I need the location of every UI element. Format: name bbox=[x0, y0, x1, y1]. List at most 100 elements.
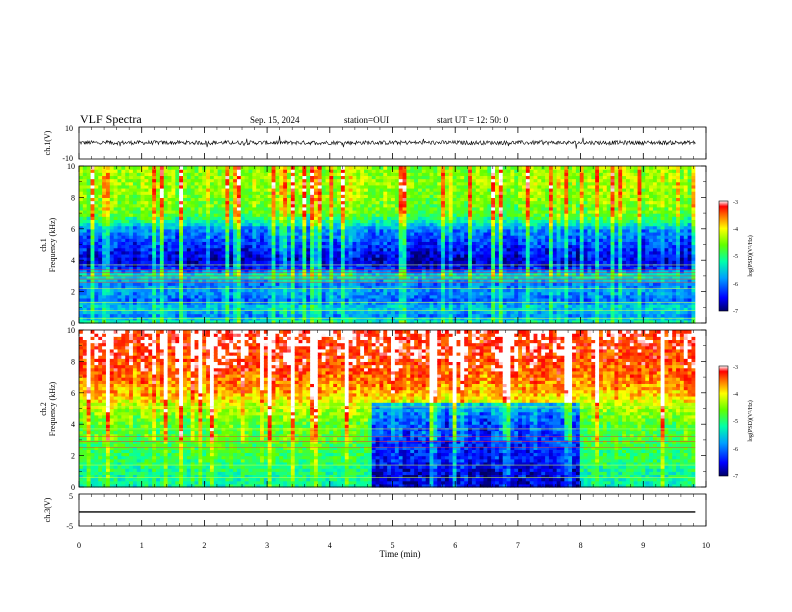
spectrogram-cell bbox=[167, 178, 173, 183]
spectrogram-cell bbox=[221, 294, 226, 299]
spectrogram-cell bbox=[202, 260, 207, 264]
spectrogram-cell bbox=[236, 209, 242, 214]
spectrogram-cell bbox=[163, 294, 169, 299]
spectrogram-cell bbox=[156, 231, 161, 236]
spectrogram-cell bbox=[171, 310, 176, 315]
spectrogram-cell bbox=[148, 187, 153, 192]
spectrogram-cell bbox=[148, 297, 153, 302]
spectrogram-cell bbox=[82, 175, 88, 180]
spectrogram-cell bbox=[217, 319, 223, 324]
spectrogram-cell bbox=[125, 294, 130, 299]
spectrogram-cell bbox=[217, 228, 223, 233]
spectrogram-cell bbox=[98, 175, 103, 180]
spectrogram-cell bbox=[132, 241, 138, 246]
spectrogram-cell bbox=[229, 285, 234, 290]
spectrogram-cell bbox=[82, 266, 88, 271]
spectrogram-cell bbox=[163, 219, 169, 224]
spectrogram-cell bbox=[398, 166, 404, 170]
spectrogram-cell bbox=[217, 279, 223, 283]
spectrogram-cell bbox=[94, 304, 99, 308]
spectrogram-cell bbox=[263, 187, 269, 192]
spectrogram-cell bbox=[163, 175, 169, 180]
spectrogram-cell bbox=[256, 169, 261, 173]
spectrogram-cell bbox=[129, 250, 134, 255]
spectrogram-cell bbox=[140, 304, 146, 308]
spectrogram-cell bbox=[183, 228, 188, 233]
spectrogram-cell bbox=[132, 235, 138, 239]
spectrogram-cell bbox=[82, 184, 88, 189]
spectrogram-cell bbox=[244, 238, 250, 242]
spectrogram-cell bbox=[121, 285, 126, 290]
spectrogram-cell bbox=[102, 178, 107, 183]
spectrogram-cell bbox=[171, 175, 176, 180]
spectrogram-cell bbox=[109, 310, 115, 315]
spectrogram-cell bbox=[233, 253, 238, 258]
spectrogram-cell bbox=[148, 175, 153, 180]
spectrogram-cell bbox=[163, 253, 169, 258]
spectrogram-cell bbox=[140, 181, 146, 186]
spectrogram-cell bbox=[217, 213, 223, 217]
spectrogram-cell bbox=[225, 275, 230, 280]
spectrogram-cell bbox=[244, 213, 250, 217]
spectrogram-cell bbox=[102, 181, 107, 186]
spectrogram-cell bbox=[140, 241, 146, 246]
spectrogram-cell bbox=[179, 279, 184, 283]
spectrogram-cell bbox=[109, 200, 115, 205]
spectrogram-cell bbox=[105, 272, 111, 277]
spectrogram-cell bbox=[221, 247, 226, 252]
spectrogram-cell bbox=[271, 231, 277, 236]
spectrogram-cell bbox=[225, 247, 230, 252]
spectrogram-cell bbox=[213, 178, 219, 183]
spectrogram-cell bbox=[121, 228, 126, 233]
spectrogram-cell bbox=[206, 219, 211, 224]
spectrogram-cell bbox=[260, 250, 265, 255]
spectrogram-cell bbox=[175, 313, 180, 318]
spectrogram-cell bbox=[217, 187, 223, 192]
spectrogram-cell bbox=[136, 288, 142, 293]
spectrogram-cell bbox=[90, 169, 96, 173]
spectrogram-cell bbox=[213, 222, 219, 227]
spectrogram-cell bbox=[221, 181, 226, 186]
spectrogram-cell bbox=[252, 253, 257, 258]
spectrogram-cell bbox=[186, 241, 192, 246]
spectrogram-cell bbox=[98, 203, 103, 208]
spectrogram-cell bbox=[94, 310, 99, 315]
spectrogram-cell bbox=[94, 247, 99, 252]
spectrogram-cell bbox=[209, 313, 215, 318]
spectrogram-cell bbox=[171, 197, 176, 202]
spectrogram-cell bbox=[175, 275, 180, 280]
spectrogram-cell bbox=[136, 291, 142, 296]
spectrogram-cell bbox=[98, 222, 103, 227]
spectrogram-cell bbox=[98, 294, 103, 299]
spectrogram-cell bbox=[186, 181, 192, 186]
spectrogram-cell bbox=[163, 257, 169, 261]
spectrogram-cell bbox=[252, 247, 257, 252]
spectrogram-cell bbox=[132, 304, 138, 308]
spectrogram-cell bbox=[171, 231, 176, 236]
spectrogram-cell bbox=[209, 175, 215, 180]
spectrogram-cell bbox=[167, 282, 173, 286]
spectrogram-cell bbox=[171, 272, 176, 277]
spectrogram-cell bbox=[94, 219, 99, 224]
spectrogram-cell bbox=[144, 282, 149, 286]
spectrogram-cell bbox=[132, 206, 138, 211]
spectrogram-cell bbox=[163, 194, 169, 198]
spectrogram-cell bbox=[244, 313, 250, 318]
spectrogram-cell bbox=[263, 175, 269, 180]
spectrogram-cell bbox=[260, 266, 265, 271]
spectrogram-cell bbox=[256, 181, 261, 186]
spectrogram-cell bbox=[171, 313, 176, 318]
spectrogram-cell bbox=[186, 319, 192, 324]
spectrogram-cell bbox=[152, 304, 157, 308]
spectrogram-cell bbox=[225, 250, 230, 255]
spectrogram-cell bbox=[221, 272, 226, 277]
spectrogram-cell bbox=[233, 313, 238, 318]
spectrogram-cell bbox=[82, 257, 88, 261]
spectrogram-cell bbox=[271, 166, 277, 170]
spectrogram-cell bbox=[260, 247, 265, 252]
spectrogram-cell bbox=[213, 291, 219, 296]
spectrogram-cell bbox=[140, 172, 146, 177]
spectrogram-cell bbox=[183, 304, 188, 308]
spectrogram-cell bbox=[198, 288, 203, 293]
spectrogram-cell bbox=[260, 285, 265, 290]
